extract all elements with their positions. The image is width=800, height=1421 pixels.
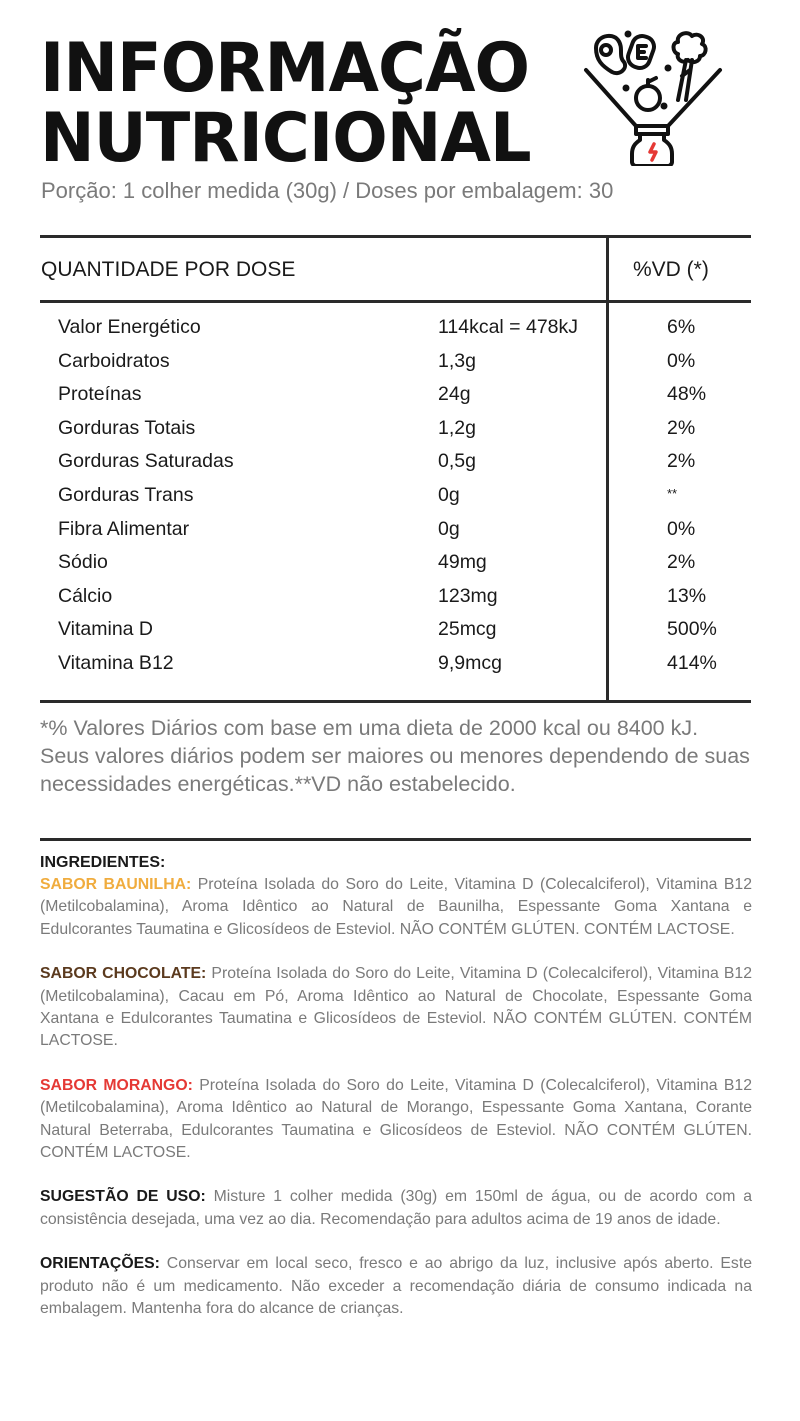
flavor-label-morango: SABOR MORANGO: <box>40 1076 193 1094</box>
nutrient-name: Valor Energético <box>58 316 201 338</box>
title-line-1: INFORMAÇÃO <box>40 29 530 108</box>
nutrient-name: Fibra Alimentar <box>58 517 190 540</box>
nutrient-vd: 414% <box>667 651 717 674</box>
usage-label: SUGESTÃO DE USO: <box>40 1188 206 1206</box>
table-header-rule <box>40 300 751 303</box>
nutrient-name: Gorduras Totais <box>58 416 196 439</box>
nutrient-name: Gorduras Saturadas <box>58 450 234 473</box>
nutrient-vd: 2% <box>667 416 696 439</box>
daily-values-footnote: *% Valores Diários com base em uma dieta… <box>40 716 750 796</box>
nutrition-rows: Valor Energético 114kcal = 478kJ 6% Carboi… <box>0 316 800 686</box>
nutrient-name: Sódio <box>58 551 108 574</box>
nutrient-qty: 0g <box>438 517 460 540</box>
table-column-divider <box>606 236 609 702</box>
table-row: Carboidratos 1,3g 0% <box>0 350 800 384</box>
table-row: Fibra Alimentar 0g 0% <box>0 518 800 552</box>
usage-suggestion: SUGESTÃO DE USO: Misture 1 colher medida… <box>40 1186 752 1231</box>
nutrient-vd: 6% <box>667 316 696 338</box>
table-top-rule <box>40 235 751 238</box>
guidelines-label: ORIENTAÇÕES: <box>40 1255 160 1273</box>
table-row: Vitamina B12 9,9mcg 414% <box>0 652 800 686</box>
food-bottle-icon <box>584 30 722 166</box>
flavor-text-morango: Proteína Isolada do Soro do Leite, Vitam… <box>40 1076 752 1162</box>
usage-text: Misture 1 colher medida (30g) em 150ml d… <box>40 1188 752 1228</box>
nutrient-name: Cálcio <box>58 584 113 607</box>
nutrient-qty: 1,3g <box>438 349 476 372</box>
flavor-label-baunilha: SABOR BAUNILHA: <box>40 876 192 893</box>
table-row: Sódio 49mg 2% <box>0 551 800 585</box>
nutrient-vd: 13% <box>667 584 707 607</box>
nutrient-qty: 123mg <box>438 584 498 607</box>
nutrient-name: Vitamina D <box>58 618 154 641</box>
column-header-vd: %VD (*) <box>633 258 709 281</box>
section-divider <box>40 838 751 841</box>
nutrient-qty: 0g <box>438 483 460 506</box>
nutrient-vd: 48% <box>667 383 707 406</box>
flavor-text-baunilha: Proteína Isolada do Soro do Leite, Vitam… <box>40 876 752 938</box>
nutrient-qty: 1,2g <box>438 416 476 439</box>
nutrient-qty: 0,5g <box>438 450 476 473</box>
nutrient-qty: 25mcg <box>438 618 497 641</box>
nutrient-name: Vitamina B12 <box>58 651 174 674</box>
title-line-2: NUTRICIONAL <box>40 99 532 178</box>
flavor-text-chocolate: Proteína Isolada do Soro do Leite, Vitam… <box>40 965 752 1050</box>
table-row: Proteínas 24g 48% <box>0 383 800 417</box>
flavor-chocolate: SABOR CHOCOLATE: Proteína Isolada do Sor… <box>40 963 752 1053</box>
nutrient-vd: 2% <box>667 551 696 574</box>
table-row: Gorduras Saturadas 0,5g 2% <box>0 450 800 484</box>
table-row: Valor Energético 114kcal = 478kJ 6% <box>0 316 800 350</box>
portion-info: Porção: 1 colher medida (30g) / Doses po… <box>41 178 614 203</box>
ingredients-heading: INGREDIENTES: <box>40 854 166 871</box>
nutrient-name: Carboidratos <box>58 349 170 372</box>
nutrient-qty: 9,9mcg <box>438 651 502 674</box>
table-row: Cálcio 123mg 13% <box>0 585 800 619</box>
table-row: Gorduras Trans 0g ** <box>0 484 800 518</box>
guidelines: ORIENTAÇÕES: Conservar em local seco, fr… <box>40 1253 752 1320</box>
flavor-morango: SABOR MORANGO: Proteína Isolada do Soro … <box>40 1075 752 1165</box>
nutrient-qty: 114kcal = 478kJ <box>438 316 579 338</box>
nutrient-vd: 0% <box>667 517 696 540</box>
ingredients-section: INGREDIENTES: SABOR BAUNILHA: Proteína I… <box>40 852 752 1343</box>
table-bottom-rule <box>40 700 751 703</box>
nutrient-vd: ** <box>667 485 678 501</box>
table-row: Gorduras Totais 1,2g 2% <box>0 417 800 451</box>
nutrient-name: Gorduras Trans <box>58 483 194 506</box>
nutrient-qty: 24g <box>438 383 471 406</box>
nutrient-name: Proteínas <box>58 383 142 406</box>
flavor-baunilha: SABOR BAUNILHA: Proteína Isolada do Soro… <box>40 874 752 941</box>
flavor-label-chocolate: SABOR CHOCOLATE: <box>40 965 207 983</box>
page-title: INFORMAÇÃO NUTRICIONAL <box>40 29 532 178</box>
table-row: Vitamina D 25mcg 500% <box>0 618 800 652</box>
guidelines-text: Conservar em local seco, fresco e ao abr… <box>40 1255 752 1318</box>
nutrient-vd: 500% <box>667 618 717 641</box>
nutrient-qty: 49mg <box>438 551 487 574</box>
nutrient-vd: 0% <box>667 349 696 372</box>
nutrient-vd: 2% <box>667 450 696 473</box>
column-header-quantity: QUANTIDADE POR DOSE <box>41 258 296 281</box>
